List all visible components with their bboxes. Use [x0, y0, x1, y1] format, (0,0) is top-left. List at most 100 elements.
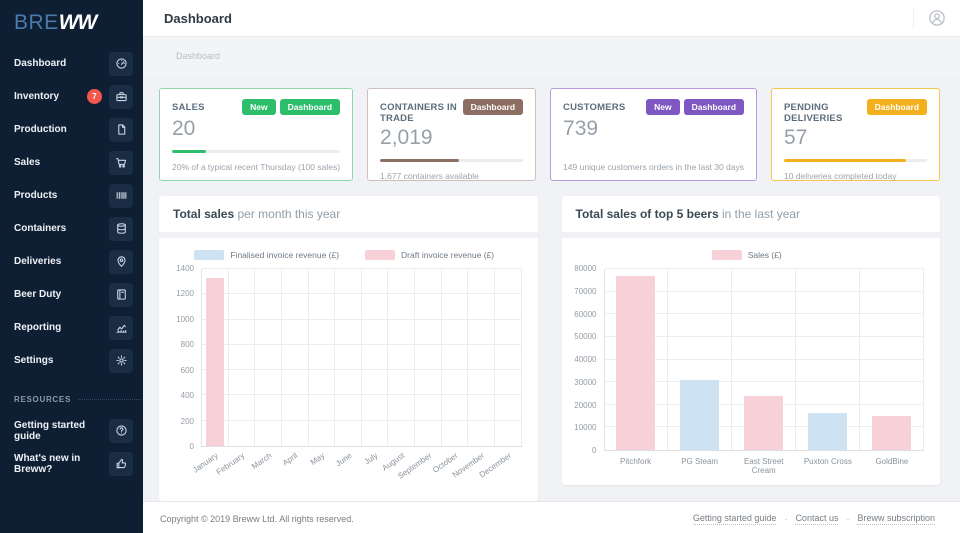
gridline: [202, 293, 522, 295]
footer-link-separator: ·: [846, 513, 850, 524]
y-tick-label: 40000: [574, 355, 597, 364]
sidebar-item-what-s-new-in-breww[interactable]: What's new in Breww?: [0, 447, 143, 480]
gridline: [604, 313, 924, 315]
x-tick-label: June: [333, 451, 354, 469]
chart-category-august: [388, 269, 415, 446]
chart-bar: [808, 413, 848, 450]
sidebar-item-label: Deliveries: [14, 256, 62, 267]
charts-row: Total sales per month this year Finalise…: [159, 196, 940, 501]
stat-card-value: 2,019: [380, 126, 433, 149]
sidebar-item-label: Reporting: [14, 322, 62, 333]
x-axis-labels: Pitchfork PG Steam East Street Cream Puxton…: [604, 451, 925, 475]
x-tick-label: PG Steam: [681, 457, 719, 466]
user-account-icon[interactable]: [928, 9, 946, 27]
stat-card-containers-in-trade: CONTAINERS IN TRADE Dashboard 2,019 1,677 c…: [367, 88, 537, 181]
y-tick-label: 30000: [574, 377, 597, 387]
logo-text-bre: BRE: [14, 11, 59, 34]
sidebar-item-dashboard[interactable]: Dashboard: [0, 47, 143, 80]
x-axis-labels: January February March April May June July Augu…: [191, 447, 522, 491]
x-tick-label: February: [214, 451, 247, 477]
sidebar-item-deliveries[interactable]: Deliveries: [0, 245, 143, 278]
sidebar-item-reporting[interactable]: Reporting: [0, 311, 143, 344]
stat-card-subtitle: 1,677 containers available: [380, 171, 479, 181]
dashboard-button[interactable]: Dashboard: [866, 99, 928, 115]
footer-link-breww-subscription[interactable]: Breww subscription: [857, 512, 935, 525]
y-axis: 0 10000 20000 30000 40000 50000 60000 70000 8000…: [570, 265, 604, 455]
sidebar-item-containers[interactable]: Containers: [0, 212, 143, 245]
gridline: [202, 394, 522, 396]
dashboard-content: SALES New Dashboard 20 20% of a typical rece…: [143, 75, 960, 501]
footer-link-separator: ·: [784, 513, 788, 524]
stat-card-subtitle: 10 deliveries completed today: [784, 171, 897, 181]
dashboard-button[interactable]: Dashboard: [462, 99, 524, 115]
sidebar-item-getting-started-guide[interactable]: Getting started guide: [0, 414, 143, 447]
chart-bar: [206, 277, 224, 446]
y-tick-label: 50000: [574, 332, 597, 342]
x-tick-label: May: [308, 451, 327, 468]
y-tick-label: 1400: [176, 264, 194, 273]
chart-body: Finalised invoice revenue (£) Draft invoi…: [159, 238, 538, 501]
x-tick-label: Puxton Cross: [803, 457, 852, 466]
report-chart-icon: [109, 315, 133, 340]
y-tick-label: 1200: [176, 289, 194, 299]
dashboard-button[interactable]: Dashboard: [279, 99, 341, 115]
chart-category-east-street-cream: [732, 269, 797, 450]
legend-label: Finalised invoice revenue (£): [230, 250, 340, 260]
footer-link-contact-us[interactable]: Contact us: [795, 512, 839, 525]
legend-label: Draft invoice revenue (£): [401, 250, 495, 260]
y-tick-label: 400: [180, 391, 194, 401]
y-tick-label: 60000: [574, 309, 597, 319]
sidebar-item-products[interactable]: Products: [0, 179, 143, 212]
sidebar-item-label: What's new in Breww?: [14, 452, 81, 475]
progress-track: [172, 150, 341, 153]
keg-icon: [109, 216, 133, 241]
y-tick-label: 20000: [574, 400, 597, 410]
gridline: [604, 290, 924, 292]
legend-swatch: [365, 250, 396, 260]
chart-category-pitchfork: [605, 269, 669, 450]
chart-category-april: [282, 269, 309, 446]
sidebar-item-sales[interactable]: Sales: [0, 146, 143, 179]
sidebar-item-inventory[interactable]: Inventory 7: [0, 80, 143, 113]
sidebar-item-label: Dashboard: [14, 58, 67, 69]
chart-category-june: [335, 269, 362, 446]
breww-logo[interactable]: BREWW: [0, 0, 143, 41]
stat-card-pending-deliveries: PENDING DELIVERIES Dashboard 57 10 deliveri…: [771, 88, 941, 181]
y-tick-label: 70000: [574, 286, 597, 296]
new-button[interactable]: New: [646, 99, 680, 115]
sidebar-item-label: Getting started guide: [14, 419, 86, 442]
chart-legend: Finalised invoice revenue (£) Draft invoi…: [167, 250, 522, 260]
page-title: Dashboard: [164, 10, 232, 26]
sidebar-item-label: Settings: [14, 355, 54, 366]
sidebar-item-production[interactable]: Production: [0, 113, 143, 146]
stat-card-title: CONTAINERS IN TRADE: [380, 102, 457, 124]
stat-cards-row: SALES New Dashboard 20 20% of a typical rece…: [159, 88, 941, 181]
resources-section-header: RESOURCES: [0, 390, 143, 408]
sidebar-item-beer-duty[interactable]: Beer Duty: [0, 278, 143, 311]
breadcrumb-bar: Dashboard: [143, 37, 960, 75]
chart-category-goldbine: [860, 269, 925, 450]
sidebar-item-settings[interactable]: Settings: [0, 344, 143, 377]
chart-category-november: [468, 269, 495, 446]
legend-item: Sales (£): [711, 250, 782, 260]
copyright-text: Copyright © 2019 Breww Ltd. All rights r…: [160, 513, 354, 524]
gridline: [604, 335, 924, 337]
barcode-icon: [109, 183, 133, 208]
chart-category-february: [229, 269, 256, 446]
gridline: [604, 381, 924, 383]
progress-fill: [784, 159, 906, 162]
y-tick-label: 80000: [574, 264, 597, 273]
chart-title: Total sales of top 5 beers in the last y…: [561, 196, 940, 238]
plot-area: [603, 268, 925, 451]
document-icon: [109, 117, 133, 142]
new-button[interactable]: New: [242, 99, 276, 115]
footer-link-getting-started-guide[interactable]: Getting started guide: [692, 512, 777, 525]
sidebar-resources: Getting started guide What's new in Breww…: [0, 414, 143, 480]
x-tick-label: April: [281, 451, 300, 468]
dashboard-button[interactable]: Dashboard: [683, 99, 745, 115]
toolbox-icon: [109, 84, 133, 109]
gridline: [202, 343, 522, 345]
book-icon: [109, 282, 133, 307]
chart-title-bold: Total sales: [173, 207, 235, 221]
stat-card-title: SALES: [172, 102, 205, 113]
